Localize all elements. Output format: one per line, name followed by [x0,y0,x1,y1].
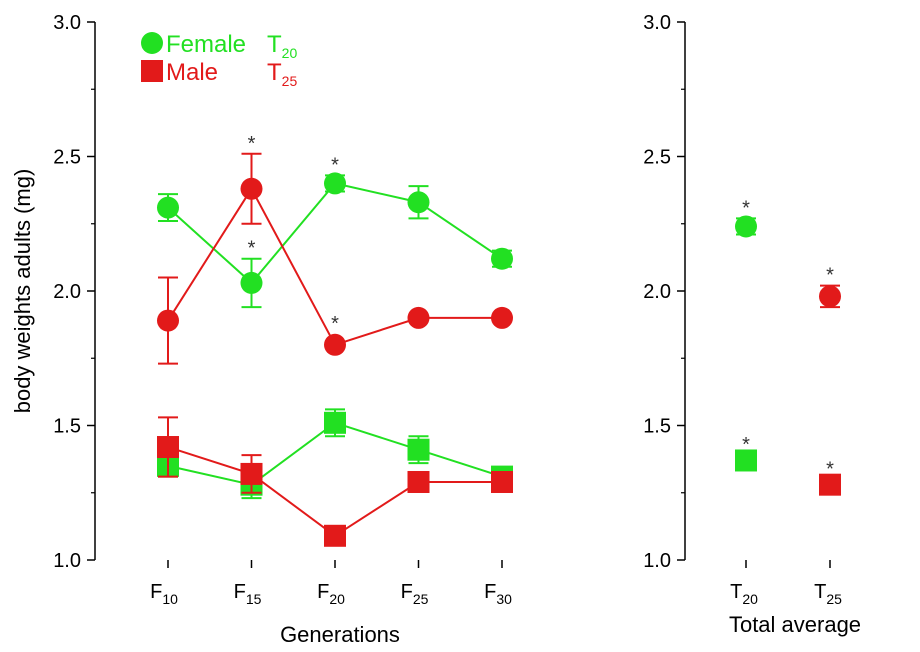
x-tick-label: T25 [814,581,842,607]
data-point-circle [407,306,430,329]
series-female_square [157,408,513,500]
legend-circle-marker [141,32,163,54]
point-avg_male_circle: * [819,265,841,309]
x-tick-label: F10 [150,581,178,607]
y-tick-label: 1.0 [53,550,81,572]
y-tick-label: 2.5 [53,147,81,169]
x-axis-title: Generations [280,622,400,647]
significance-star: * [826,265,834,287]
series-male_square [157,416,513,547]
data-point-circle [324,333,346,356]
data-point-circle [491,247,513,270]
data-point-circle [407,191,430,214]
data-point-circle [240,177,263,200]
y-tick-label: 1.5 [643,416,671,438]
y-tick-label: 3.0 [643,12,671,34]
data-point-square [324,411,346,434]
significance-star: * [248,238,256,260]
data-point-circle [735,215,757,238]
data-point-square [735,449,757,472]
y-tick-label: 2.0 [643,281,671,303]
significance-star: * [826,458,834,480]
data-point-square [819,473,841,496]
significance-star: * [331,154,339,176]
x-tick-label: F30 [484,581,512,607]
y-tick-label: 2.0 [53,281,81,303]
x-axis-title: Total average [729,612,861,637]
legend-item: Male T25 [141,59,297,89]
legend-temperature: T25 [267,59,297,89]
x-tick-label: T20 [730,581,758,607]
data-point-square [407,470,430,493]
data-point-square [491,470,513,493]
x-tick-label: F25 [401,581,429,607]
y-tick-label: 1.0 [643,550,671,572]
legend-item: Female T20 [141,31,297,61]
significance-star: * [742,197,750,219]
point-avg_female_circle: * [735,197,757,238]
total-average-chart: 1.0 1.5 2.0 2.5 3.0 T20 T25 Total average * * * * [643,12,861,637]
x-tick-label: F20 [317,581,345,607]
data-point-square [240,462,263,485]
y-tick-label: 1.5 [53,416,81,438]
generations-chart: 1.0 1.5 2.0 2.5 3.0 F10 F15 F20 F25 F30 Generation… [10,12,513,647]
significance-star: * [331,313,339,335]
data-point-circle [240,271,263,294]
data-point-circle [157,309,179,332]
data-point-circle [819,285,841,308]
y-axis-title: body weights adults (mg) [10,169,35,414]
legend-square-marker [141,60,163,82]
point-avg_male_square: * [819,458,841,496]
data-point-square [407,438,430,461]
data-point-square [324,524,346,547]
significance-star: * [742,434,750,456]
point-avg_female_square: * [735,434,757,472]
y-tick-label: 3.0 [53,12,81,34]
series-male_circle: ** [157,133,513,365]
legend-label: Male [166,59,218,86]
data-point-circle [491,306,513,329]
legend: Female T20 Male T25 [141,31,297,89]
legend-label: Female [166,31,246,58]
x-tick-label: F15 [234,581,262,607]
legend-temperature: T20 [267,31,297,61]
data-point-circle [157,196,179,219]
y-tick-label: 2.5 [643,147,671,169]
data-point-circle [324,172,346,195]
series-female_circle: ** [157,154,513,309]
data-point-square [157,436,179,459]
significance-star: * [248,133,256,155]
series-line [167,182,503,285]
